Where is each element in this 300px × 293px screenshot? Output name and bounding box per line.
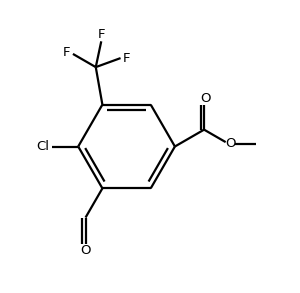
Text: F: F [123, 52, 131, 64]
Text: O: O [80, 244, 91, 257]
Text: F: F [98, 28, 105, 41]
Text: F: F [63, 46, 70, 59]
Text: O: O [200, 92, 211, 105]
Text: Cl: Cl [36, 140, 49, 153]
Text: O: O [226, 137, 236, 150]
